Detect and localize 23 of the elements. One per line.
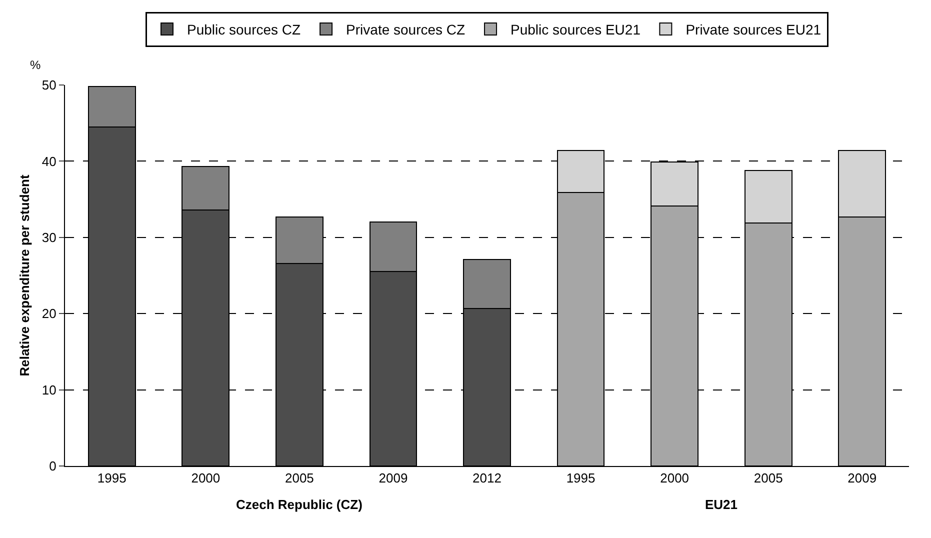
y-tick-label: 50 <box>42 78 56 93</box>
y-tick-label: 20 <box>42 306 56 322</box>
x-tick-label: 1995 <box>97 470 126 486</box>
x-tick-label: 2000 <box>660 470 690 486</box>
x-tick-label: 2005 <box>754 470 783 486</box>
y-tick-label: 0 <box>49 458 56 474</box>
x-tick-label: 2009 <box>378 470 408 486</box>
x-tick-label: 2005 <box>284 470 314 486</box>
legend-label: Public sources CZ <box>187 21 302 38</box>
x-tick-label: 1995 <box>566 470 596 486</box>
text: EU21 <box>705 497 738 512</box>
y-tick-label: 10 <box>42 382 56 398</box>
legend-label: Private sources CZ <box>346 21 466 38</box>
y-tick-label: 30 <box>42 230 56 245</box>
legend-label: Private sources EU21 <box>686 21 822 38</box>
legend-label: Public sources EU21 <box>510 21 641 38</box>
x-tick-label: 2012 <box>472 470 502 486</box>
x-tick-label: 2000 <box>191 470 220 486</box>
x-tick-label: 2009 <box>848 470 877 486</box>
text: % <box>30 58 41 72</box>
y-tick-label: 40 <box>42 154 56 169</box>
text: Czech Republic (CZ) <box>236 497 362 512</box>
y-axis-title: Relative expenditure per student <box>17 174 32 376</box>
